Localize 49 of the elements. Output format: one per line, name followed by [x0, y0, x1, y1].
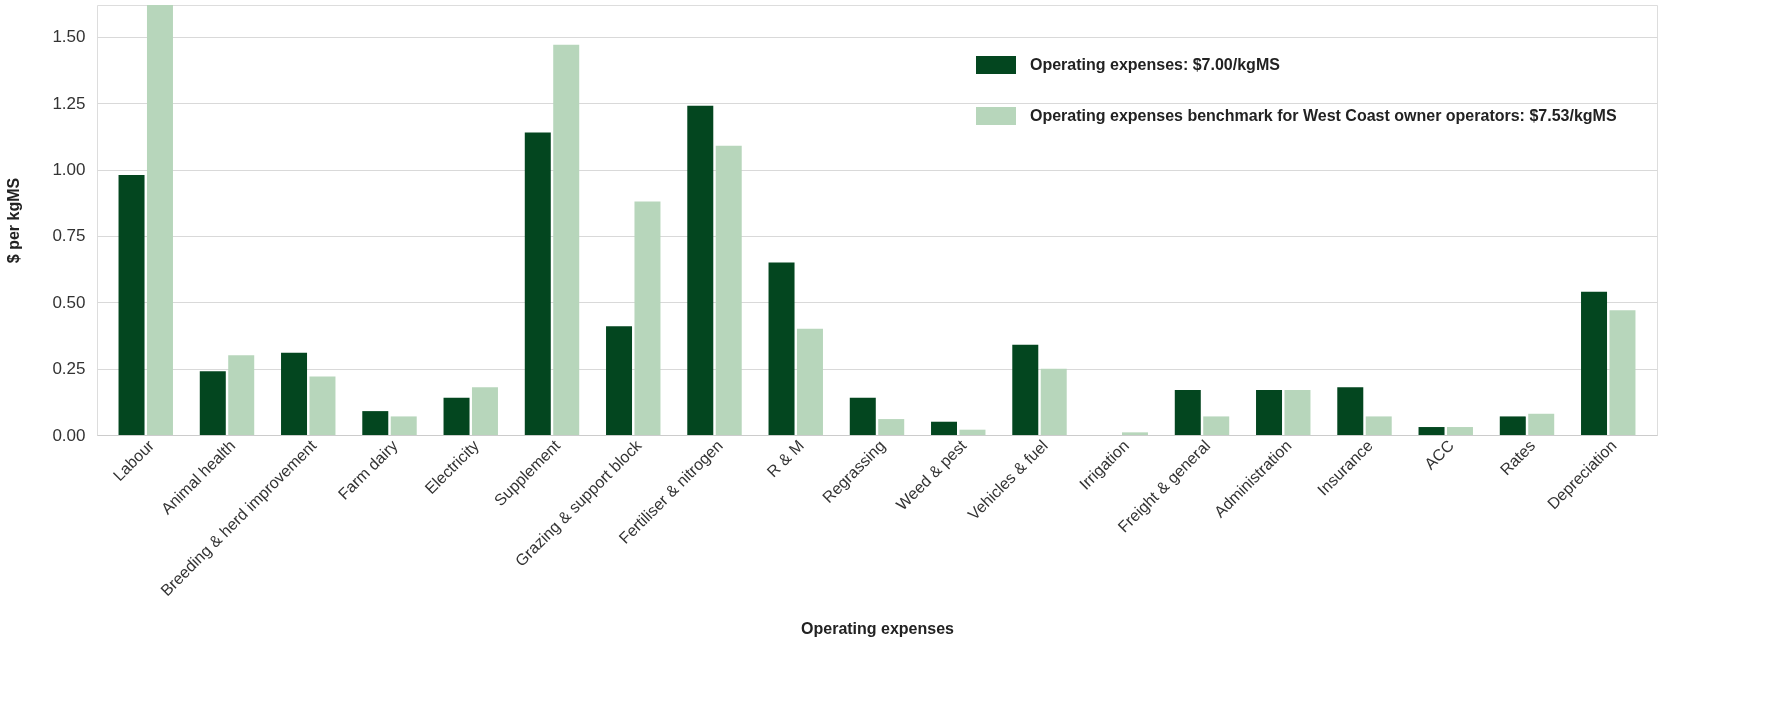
bar	[1012, 344, 1039, 435]
x-axis-title: Operating expenses	[801, 620, 955, 638]
bar	[768, 262, 795, 435]
y-axis-title: $ per kgMS	[5, 177, 23, 264]
bar	[146, 5, 173, 435]
y-tick-label: 1.25	[52, 93, 86, 113]
y-tick-label: 0.75	[52, 226, 86, 246]
bar	[849, 397, 876, 435]
x-tick-label: R & M	[763, 436, 808, 481]
legend-label: Operating expenses benchmark for West Coast owner operators: $7.53/kgMS	[1030, 107, 1617, 124]
bar	[1365, 416, 1392, 435]
y-tick-label: 1.50	[52, 27, 86, 47]
bar	[228, 355, 255, 435]
bar	[1581, 291, 1608, 435]
bar	[1446, 427, 1473, 435]
bar	[1174, 389, 1201, 435]
bar	[687, 105, 714, 435]
y-tick-label: 0.50	[52, 292, 86, 312]
bar	[553, 44, 580, 435]
bar	[471, 387, 498, 435]
bar	[390, 416, 417, 435]
bar	[1121, 432, 1148, 435]
bar	[1040, 368, 1067, 435]
bar	[931, 421, 958, 435]
bar	[1256, 389, 1283, 435]
bar	[878, 419, 905, 435]
bar	[1203, 416, 1230, 435]
bar	[524, 132, 551, 435]
bar	[606, 326, 633, 435]
bar	[634, 201, 661, 435]
bar	[1499, 416, 1526, 435]
bar	[309, 376, 336, 435]
bar	[1418, 427, 1445, 435]
bar	[796, 328, 823, 435]
y-tick-label: 1.00	[52, 160, 86, 180]
bar	[959, 429, 986, 435]
y-tick-label: 0.25	[52, 359, 86, 379]
bar	[1284, 389, 1311, 435]
bar	[362, 411, 389, 435]
bar	[281, 352, 308, 435]
bar	[715, 145, 742, 435]
bar	[1528, 413, 1555, 435]
bar	[1337, 387, 1364, 435]
bar	[118, 174, 145, 435]
bar	[199, 371, 226, 435]
legend-label: Operating expenses: $7.00/kgMS	[1030, 56, 1281, 73]
y-tick-label: 0.00	[52, 425, 86, 445]
bar	[1609, 310, 1636, 435]
bar	[443, 397, 470, 435]
